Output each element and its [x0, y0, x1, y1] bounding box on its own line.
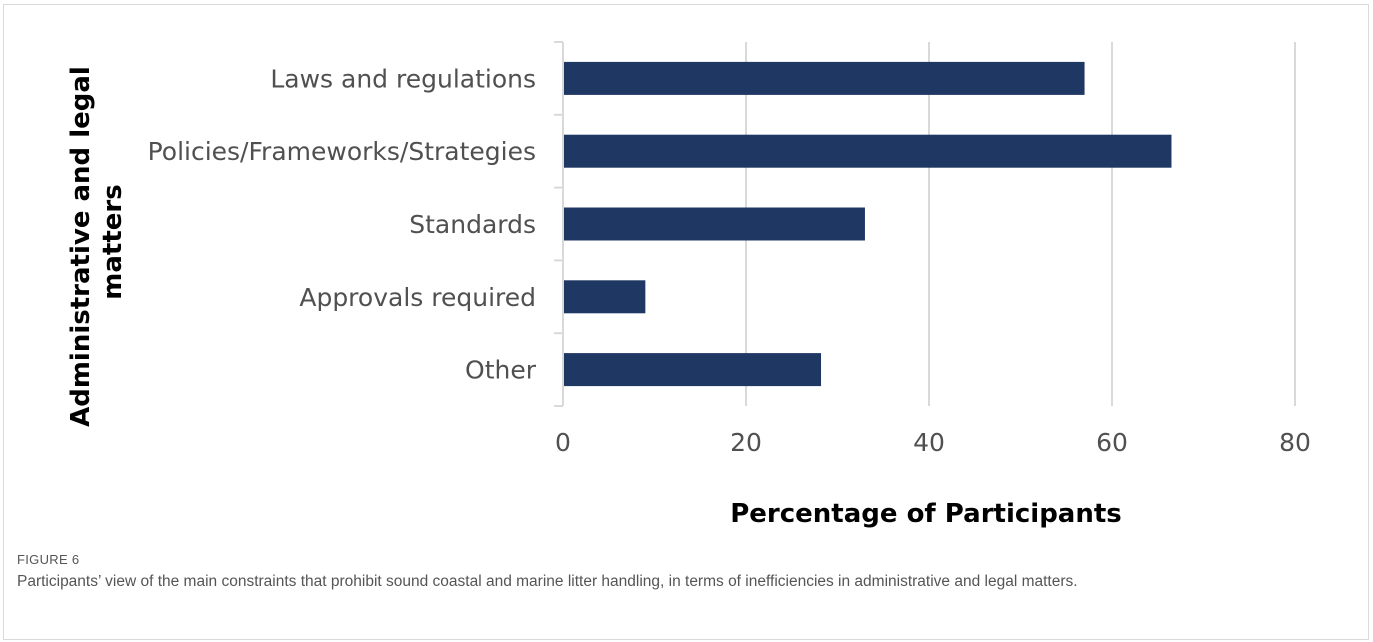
y-axis-title-line-2: matters: [98, 184, 128, 299]
x-tick-labels: 0 20 40 60 80: [555, 428, 1311, 457]
category-label: Policies/Frameworks/Strategies: [148, 137, 536, 166]
bar: [564, 134, 1172, 168]
category-label: Standards: [409, 210, 536, 239]
bar-chart: Laws and regulations Policies/Frameworks/…: [66, 41, 1311, 529]
figure-caption: Participants’ view of the main constrain…: [17, 573, 1078, 590]
bar: [564, 61, 1085, 95]
figure-frame: [3, 4, 1369, 640]
y-axis-title: Administrative and legal matters: [66, 57, 128, 427]
x-tick-label: 80: [1279, 428, 1311, 457]
y-axis-title-line-1: Administrative and legal: [66, 66, 96, 427]
category-label: Other: [465, 356, 537, 385]
x-axis-title: Percentage of Participants: [730, 499, 1122, 529]
x-tick-label: 40: [913, 428, 945, 457]
category-labels: Laws and regulations Policies/Frameworks/…: [148, 64, 537, 384]
bar: [564, 207, 865, 241]
y-axis: [554, 41, 564, 407]
figure-label: FIGURE 6: [17, 552, 80, 567]
category-label: Approvals required: [299, 283, 536, 312]
category-label: Laws and regulations: [270, 64, 536, 93]
x-tick-label: 20: [730, 428, 762, 457]
bar: [564, 353, 822, 387]
bar: [564, 280, 646, 314]
bars: [564, 61, 1172, 387]
x-tick-label: 0: [555, 428, 571, 457]
x-tick-label: 60: [1096, 428, 1128, 457]
